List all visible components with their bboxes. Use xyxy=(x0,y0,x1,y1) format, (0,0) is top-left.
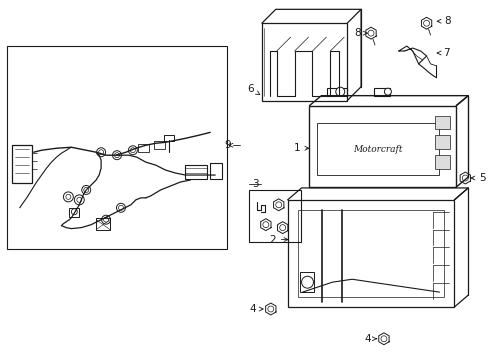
Circle shape xyxy=(74,195,84,205)
Bar xyxy=(7,46,227,249)
Circle shape xyxy=(115,153,120,158)
Bar xyxy=(327,88,347,96)
Circle shape xyxy=(98,150,103,155)
Circle shape xyxy=(336,87,345,96)
Bar xyxy=(435,116,450,129)
Bar xyxy=(249,190,300,242)
Circle shape xyxy=(82,185,91,194)
Text: 2: 2 xyxy=(269,234,288,244)
Circle shape xyxy=(424,20,430,26)
Bar xyxy=(70,208,79,217)
Bar xyxy=(435,135,450,149)
Circle shape xyxy=(263,222,269,228)
Bar xyxy=(12,145,32,183)
Bar xyxy=(435,155,450,169)
Text: 8: 8 xyxy=(354,28,367,38)
Circle shape xyxy=(77,197,82,202)
Bar xyxy=(96,218,110,230)
Circle shape xyxy=(268,306,274,312)
Circle shape xyxy=(103,217,109,222)
Bar xyxy=(288,200,454,307)
Bar xyxy=(318,123,440,175)
Bar xyxy=(310,105,456,187)
Circle shape xyxy=(113,151,122,159)
Circle shape xyxy=(385,88,392,95)
Circle shape xyxy=(381,336,387,342)
Bar xyxy=(154,141,165,149)
Circle shape xyxy=(128,146,137,155)
Bar xyxy=(297,210,444,297)
Text: 5: 5 xyxy=(471,173,486,183)
Circle shape xyxy=(72,209,77,215)
Text: Motorcraft: Motorcraft xyxy=(353,145,403,154)
Circle shape xyxy=(117,203,125,212)
Text: 6: 6 xyxy=(247,84,260,95)
Text: 4: 4 xyxy=(249,304,263,314)
Circle shape xyxy=(66,194,71,199)
Circle shape xyxy=(63,192,74,202)
Circle shape xyxy=(368,30,374,36)
Bar xyxy=(210,163,222,179)
Circle shape xyxy=(301,276,314,288)
Circle shape xyxy=(280,225,286,231)
Bar xyxy=(138,144,149,152)
Bar xyxy=(262,23,347,100)
Circle shape xyxy=(101,215,111,224)
Circle shape xyxy=(84,188,89,192)
Bar xyxy=(374,88,390,96)
Text: 8: 8 xyxy=(437,16,451,26)
Text: 9: 9 xyxy=(224,140,231,150)
Text: 1: 1 xyxy=(294,143,309,153)
Circle shape xyxy=(462,175,468,181)
Text: 7: 7 xyxy=(437,48,450,58)
Text: 4: 4 xyxy=(365,334,377,344)
Bar xyxy=(164,135,173,141)
Bar xyxy=(299,272,315,292)
Circle shape xyxy=(97,148,105,157)
Circle shape xyxy=(276,202,282,208)
Text: 3: 3 xyxy=(252,179,259,189)
Circle shape xyxy=(130,148,135,153)
Bar xyxy=(185,165,207,179)
Circle shape xyxy=(119,205,123,210)
